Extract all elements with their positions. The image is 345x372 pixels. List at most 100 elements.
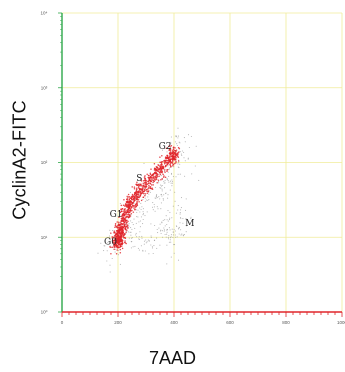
data-point-gray [144,200,146,202]
data-point-gray [171,182,173,184]
data-point-red [122,214,124,216]
data-point-red [113,230,115,232]
data-point-red [127,204,129,206]
data-point-gray [190,135,192,138]
data-point-gray [172,205,174,207]
data-point-red [113,240,116,242]
data-point-red [117,246,119,249]
data-point-gray [142,218,144,221]
data-point-red [145,181,147,184]
data-point-red [119,251,122,254]
data-point-gray [177,135,180,137]
data-point-red [124,225,126,227]
data-point-gray [183,151,185,153]
data-point-red [141,187,144,189]
data-point-gray [172,236,174,239]
data-point-gray [156,228,158,231]
data-point-red [113,244,116,247]
data-point-gray [156,194,158,196]
data-point-gray [130,231,132,233]
x-tick-label: 800 [282,320,290,325]
data-point-red [153,162,156,165]
data-point-red [118,232,121,234]
data-point-gray [179,217,182,219]
data-point-red [134,208,136,210]
data-point-gray [163,194,165,196]
data-point-gray [166,179,168,181]
data-point-gray [131,237,133,239]
data-point-gray [142,211,144,213]
data-point-gray [128,225,130,227]
data-point-red [164,171,166,173]
data-point-red [110,232,112,234]
data-point-gray [180,207,182,209]
data-point-gray [160,232,162,235]
data-point-gray [171,180,173,182]
data-point-red [120,236,123,239]
data-point-gray [103,250,105,252]
data-point-red [127,213,129,216]
data-point-gray [103,245,105,247]
data-point-gray [134,227,136,229]
data-point-red [174,162,176,165]
data-point-red [116,227,119,229]
data-point-red [157,179,160,181]
data-point-red [129,209,132,211]
data-point-red [118,216,120,219]
data-point-gray [161,188,163,190]
data-point-red [113,231,115,234]
data-point-red [147,190,150,192]
data-point-gray [154,224,156,227]
data-point-gray [177,259,180,261]
data-point-red [154,173,156,175]
y-axis-label-wrap: CyclinA2-FITC [0,0,40,330]
data-point-gray [153,203,155,206]
data-point-gray [162,236,164,238]
data-point-gray [170,136,172,138]
data-point-red [138,190,141,192]
data-point-gray [129,191,131,193]
data-point-red [129,199,132,202]
data-point-gray [157,232,159,234]
data-point-red [155,171,157,174]
data-point-gray [139,231,141,233]
data-point-red [150,180,153,183]
data-point-gray [181,150,183,152]
data-point-gray [169,180,172,182]
data-point-red [120,204,123,207]
data-point-gray [179,173,181,175]
data-point-red [144,179,147,181]
data-point-gray [152,202,154,204]
data-point-red [172,164,174,167]
data-point-red [156,174,158,176]
data-point-red [162,176,165,178]
data-point-red [165,159,168,162]
data-point-gray [158,196,160,198]
data-point-red [120,219,123,222]
data-point-gray [172,231,174,233]
data-point-gray [118,249,120,252]
phase-label-g0: G0 [104,238,117,248]
data-point-gray [184,141,186,143]
data-point-gray [179,151,181,153]
data-point-gray [170,142,172,144]
data-point-red [121,247,124,250]
data-point-gray [167,236,169,239]
data-point-red [120,245,123,247]
data-point-red [140,193,142,195]
data-point-gray [138,249,140,251]
data-point-gray [143,240,146,242]
data-point-red [142,182,145,185]
data-point-red [164,161,166,163]
data-point-red [118,229,121,231]
data-point-gray [100,242,102,244]
data-point-red [124,211,127,213]
data-point-red [152,173,155,175]
data-point-red [178,147,181,150]
data-point-gray [166,244,168,246]
data-point-gray [161,222,163,224]
data-point-gray [148,199,150,201]
data-point-red [146,192,149,195]
data-point-gray [97,252,99,254]
data-point-gray [180,153,182,155]
